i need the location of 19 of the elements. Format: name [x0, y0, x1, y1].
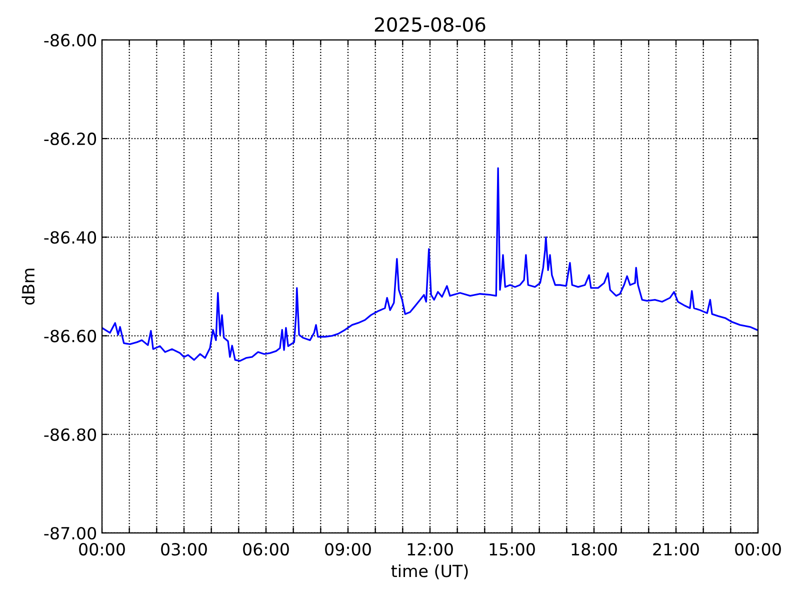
y-tick-label: -86.80: [44, 428, 96, 441]
x-axis-title: time (UT): [391, 564, 468, 580]
x-tick-label: 00:00: [735, 542, 781, 556]
x-tick-label: 21:00: [653, 542, 699, 556]
y-tick-label: -86.00: [44, 34, 96, 47]
x-tick-label: 18:00: [572, 542, 617, 556]
x-tick-label: 09:00: [325, 542, 371, 556]
y-tick-label: -86.40: [44, 231, 96, 244]
y-axis-title: dBm: [22, 268, 35, 305]
x-tick-label: 00:00: [79, 542, 125, 556]
chart-title: 2025-08-06: [374, 17, 486, 32]
y-tick-label: -86.60: [44, 330, 96, 342]
x-tick-label: 15:00: [490, 542, 535, 556]
y-tick-label: -86.20: [44, 132, 96, 146]
x-tick-label: 06:00: [243, 542, 289, 556]
y-tick-label: -87.00: [44, 526, 96, 540]
x-tick-label: 12:00: [408, 542, 453, 556]
line-series: [102, 167, 758, 362]
x-tick-label: 03:00: [161, 542, 207, 556]
